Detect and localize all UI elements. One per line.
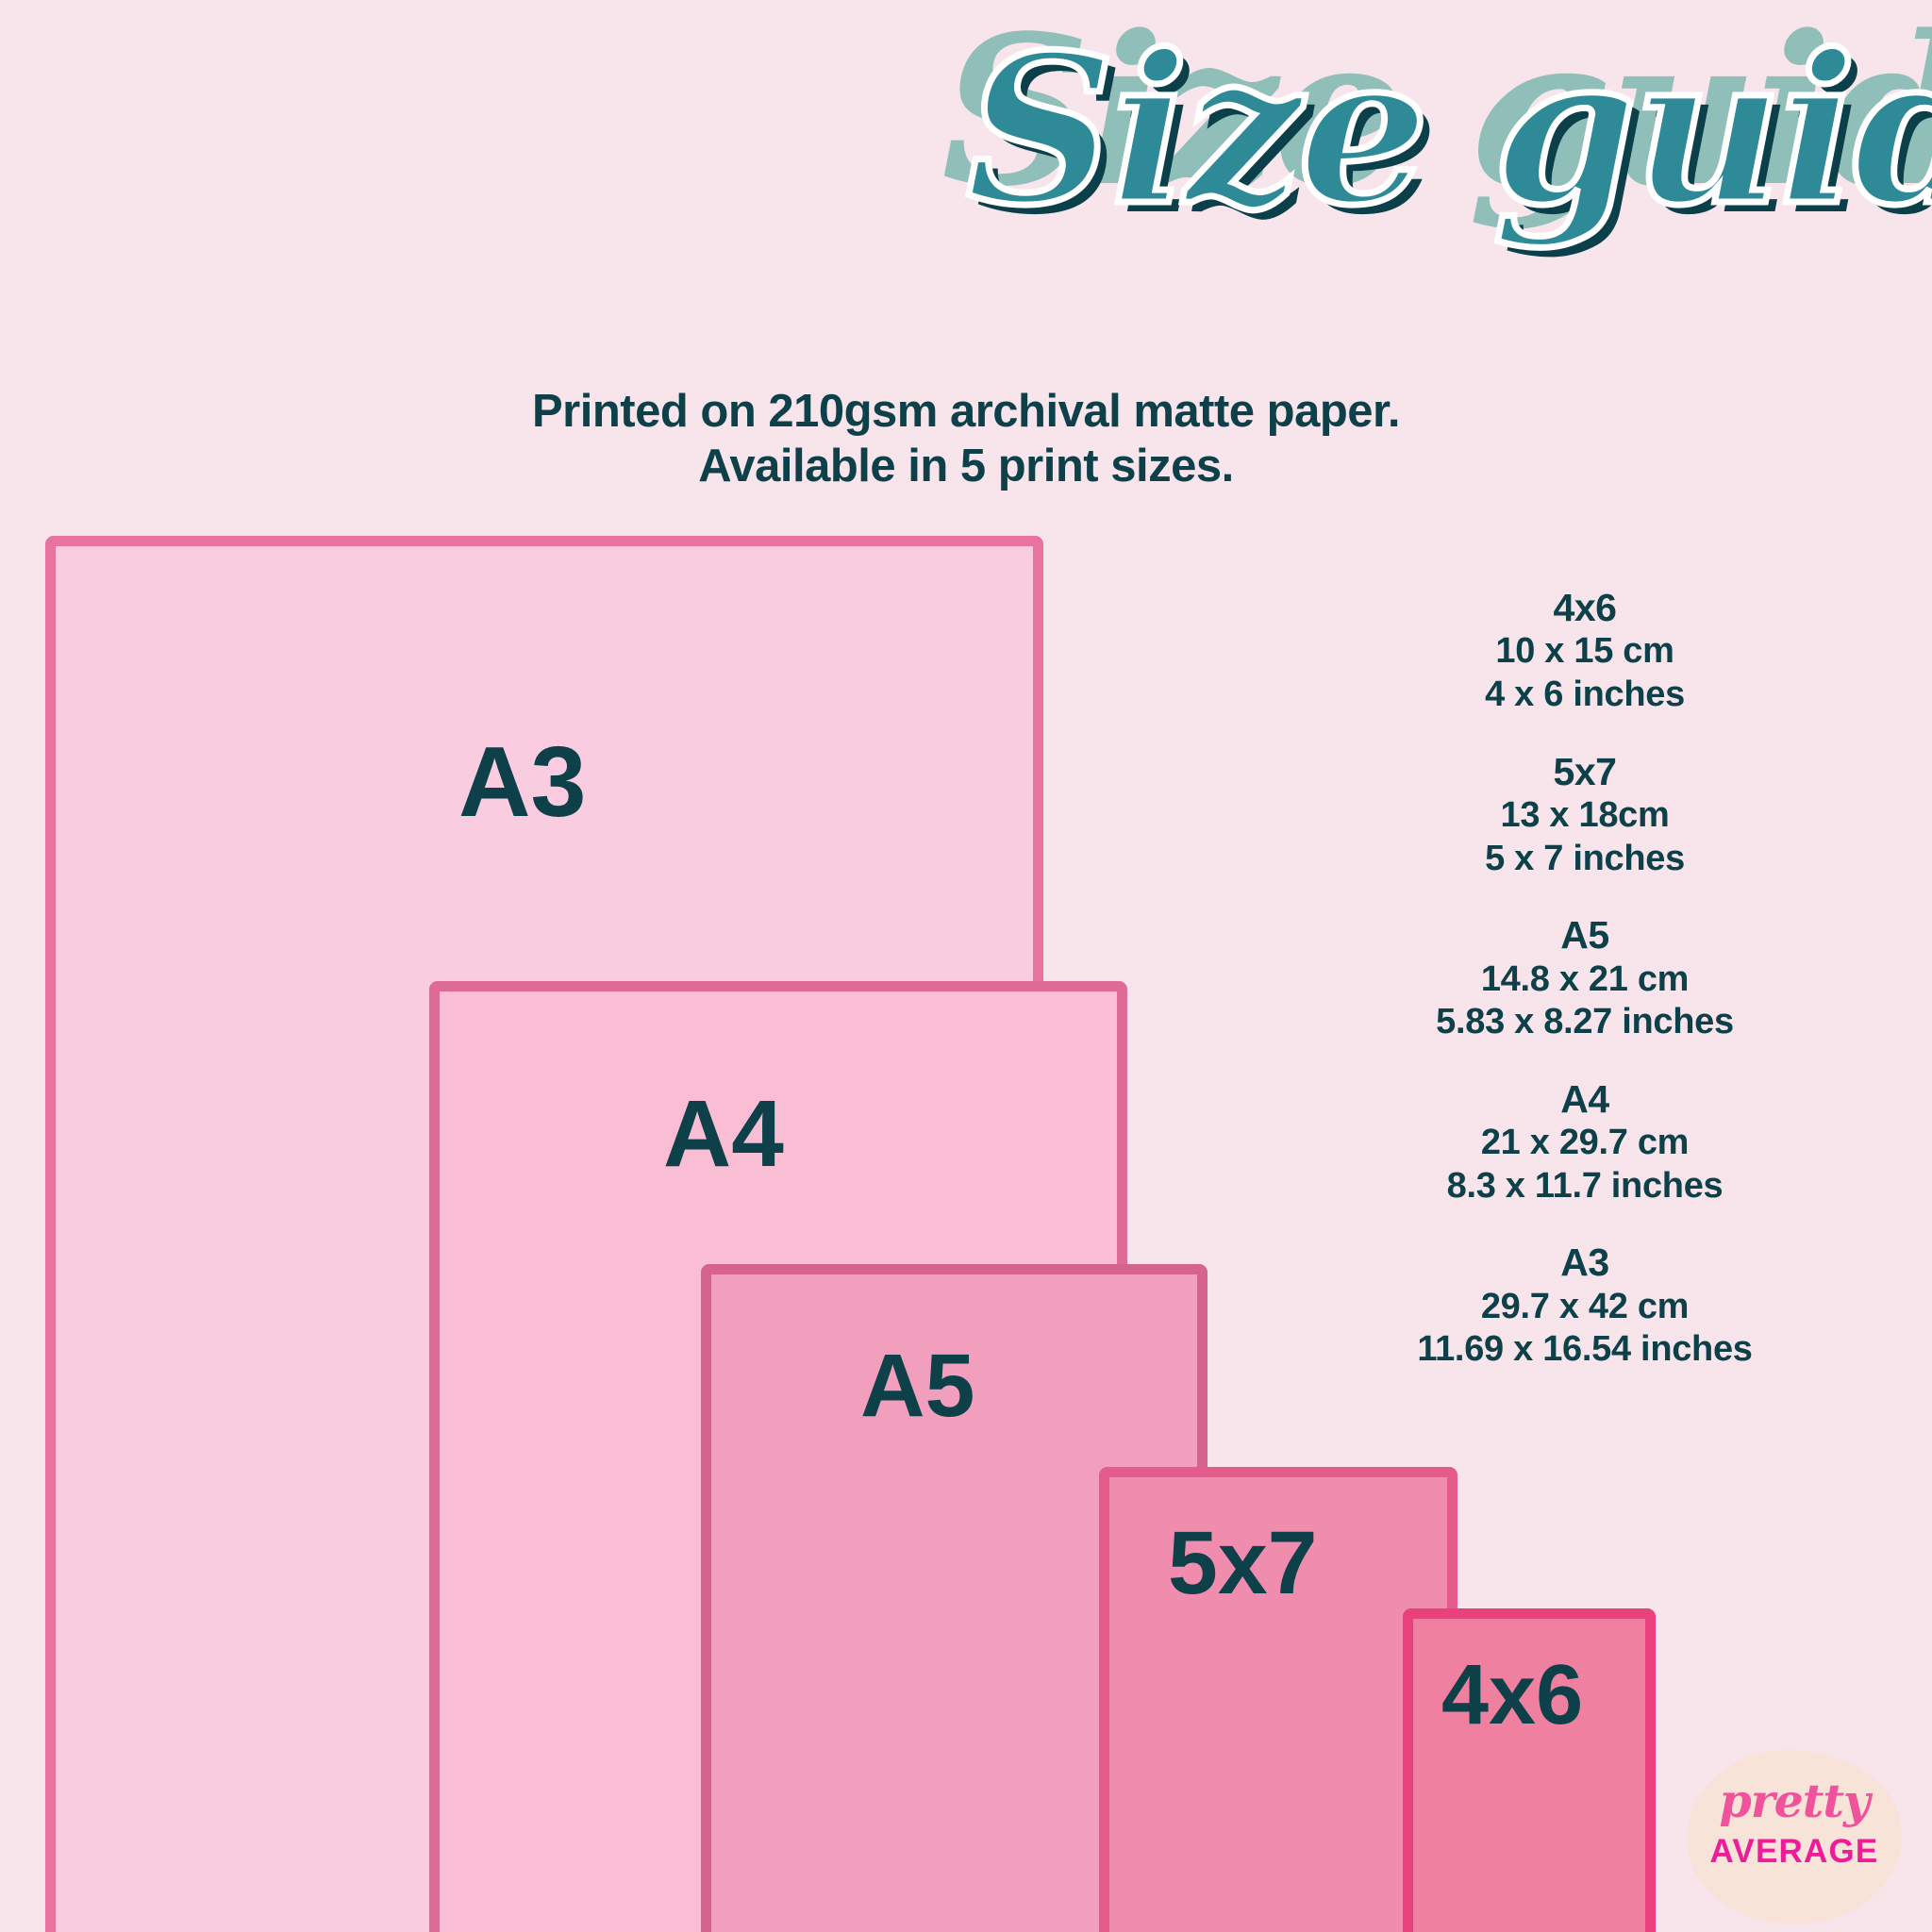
size-entry-cm: 21 x 29.7 cm (1480, 1123, 1690, 1163)
size-entry-inches: 11.69 x 16.54 inches (1417, 1329, 1753, 1370)
logo-wordmark: AVERAGE (1709, 1833, 1879, 1870)
paper-label-a4: A4 (663, 1081, 784, 1187)
size-entry-name: 5x7 (1553, 749, 1617, 793)
size-dimension-list: 4x6 10 x 15 cm 4 x 6 inches 5x7 13 x 18c… (1358, 585, 1811, 1372)
size-entry-inches: 5 x 7 inches (1485, 838, 1685, 878)
size-entry-a4: A4 21 x 29.7 cm 8.3 x 11.7 inches (1358, 1076, 1811, 1208)
logo-blob-shape (1687, 1750, 1902, 1924)
paper-label-4x6: 4x6 (1441, 1648, 1584, 1742)
subtitle: Printed on 210gsm archival matte paper. … (0, 385, 1932, 494)
paper-label-a5: A5 (860, 1336, 975, 1436)
size-entry-cm: 13 x 18cm (1500, 794, 1670, 835)
paper-label-5x7: 5x7 (1168, 1513, 1318, 1613)
size-entry-cm: 14.8 x 21 cm (1480, 958, 1690, 999)
size-entry-a3: A3 29.7 x 42 cm 11.69 x 16.54 inches (1358, 1240, 1811, 1372)
page-title: Size guide Size guide Size guide Size gu… (0, 0, 1932, 321)
size-entry-inches: 5.83 x 8.27 inches (1436, 1002, 1734, 1042)
size-entry-name: A5 (1560, 913, 1609, 958)
paper-rect-5x7 (1099, 1467, 1457, 1932)
size-entry-cm: 29.7 x 42 cm (1480, 1286, 1690, 1326)
logo-script-text: pretty (1719, 1774, 1871, 1828)
size-entry-cm: 10 x 15 cm (1495, 631, 1674, 672)
paper-label-a3: A3 (458, 726, 587, 838)
size-entry-name: A3 (1560, 1241, 1609, 1285)
title-shadow-sage-layer: Size guide (941, 0, 1932, 232)
size-entry-inches: 8.3 x 11.7 inches (1446, 1165, 1724, 1206)
size-entry-inches: 4 x 6 inches (1485, 674, 1685, 714)
paper-rect-4x6 (1403, 1608, 1656, 1932)
size-entry-4x6: 4x6 10 x 15 cm 4 x 6 inches (1358, 585, 1811, 717)
subtitle-line-1: Printed on 210gsm archival matte paper. (531, 386, 1401, 437)
size-entry-5x7: 5x7 13 x 18cm 5 x 7 inches (1358, 749, 1811, 881)
title-fill-teal-layer: Size guide (966, 9, 1932, 251)
size-entry-name: 4x6 (1553, 586, 1617, 629)
title-shadow-dark-layer: Size guide (975, 19, 1932, 260)
size-entry-a5: A5 14.8 x 21 cm 5.83 x 8.27 inches (1358, 912, 1811, 1044)
size-entry-name: A4 (1560, 1076, 1609, 1121)
title-inline-white-layer: Size guide (963, 7, 1932, 255)
subtitle-line-2: Available in 5 print sizes. (698, 440, 1234, 491)
brand-logo: pretty AVERAGE (1687, 1750, 1902, 1924)
